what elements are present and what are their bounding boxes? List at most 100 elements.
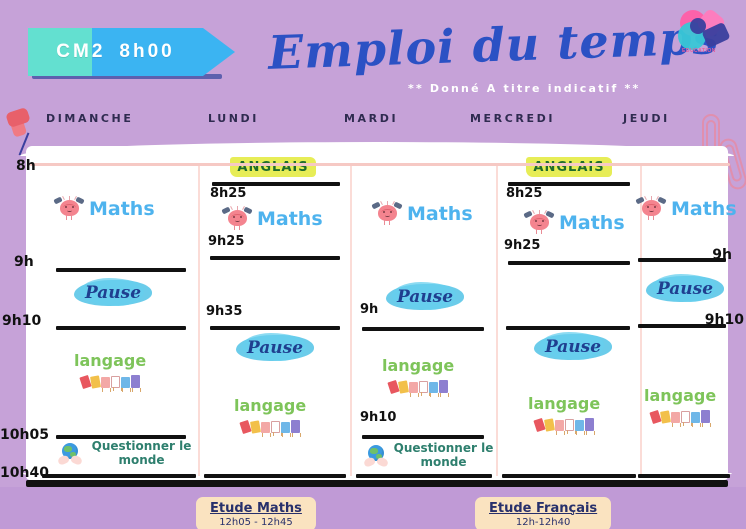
logo-shape-dot (690, 18, 706, 34)
badge-label: CM2 8h00 (28, 28, 203, 76)
day-column-lundi: 8h25 9h25 9h35 ANGLAIS Maths Pause langage (202, 146, 348, 480)
badge-segment-right (92, 28, 203, 76)
etude-title: Etude Maths (210, 500, 302, 516)
subject-label: ANGLAIS (533, 159, 605, 175)
subject-label: langage (74, 351, 147, 370)
subject-pause[interactable]: Pause (646, 274, 724, 304)
subject-label: Maths (89, 198, 155, 220)
day-header-jeudi: JEUDI (623, 112, 670, 125)
time-label-left-9h10: 9h10 (2, 313, 42, 329)
subject-label: Pause (396, 287, 454, 307)
day-header-dimanche: DIMANCHE (46, 112, 134, 125)
subject-anglais[interactable]: ANGLAIS (526, 156, 612, 178)
page-footer: Etude Maths 12h05 - 12h45 Etude Français 12… (0, 480, 746, 529)
subject-langage[interactable]: langage (382, 356, 454, 397)
day-column-dimanche: Maths Pause langage Questionner le monde (36, 146, 196, 480)
etude-hours: 12h-12h40 (515, 516, 571, 528)
etude-chip-1[interactable]: Etude Maths 12h05 - 12h45 (196, 497, 316, 529)
day-header-row: DIMANCHE LUNDI MARDI MERCREDI JEUDI (0, 112, 746, 134)
timetable-grid: Maths Pause langage Questionner le monde 8h2… (26, 146, 737, 480)
slot-divider-4 (204, 474, 346, 478)
subject-maths[interactable]: Maths (221, 205, 323, 232)
watercolor-blob-2 (80, 278, 144, 306)
subject-langage[interactable]: langage (74, 351, 147, 392)
subject-label: ANGLAIS (237, 159, 309, 175)
highlighter-stroke (230, 157, 316, 177)
badge-segment-left (28, 28, 92, 76)
column-separator-4 (640, 166, 642, 476)
time-label-9h: 9h (360, 302, 379, 317)
subject-label: Pause (656, 279, 714, 299)
slot-divider-4 (502, 474, 636, 478)
brain-dumbbell-icon (635, 195, 667, 222)
easel-books-icon (386, 375, 449, 397)
page-subtitle: ** Donné A titre indicatif ** (408, 82, 641, 95)
time-label-8h25: 8h25 (210, 186, 247, 201)
subject-label: Questionner le monde (393, 441, 494, 469)
watercolor-blob-2 (242, 333, 306, 361)
subject-maths[interactable]: Maths (523, 209, 625, 236)
time-label-left-10h40: 10h40 (0, 465, 49, 481)
slot-divider-1 (508, 182, 630, 186)
watercolor-blob-2 (652, 274, 716, 302)
brain-dumbbell-icon (53, 195, 85, 222)
easel-books-icon (238, 415, 301, 437)
subject-pause[interactable]: Pause (386, 282, 464, 312)
column-separator-3 (496, 166, 498, 476)
etude-title: Etude Français (489, 500, 598, 516)
subject-label: Maths (671, 198, 737, 220)
slot-divider-2 (56, 326, 186, 330)
footer-divider (26, 480, 728, 487)
easel-books-icon (532, 413, 595, 435)
slot-divider-2 (508, 261, 630, 265)
slot-divider-1 (56, 268, 186, 272)
subject-maths[interactable]: Maths (53, 195, 155, 222)
time-label-9h25: 9h25 (504, 238, 541, 253)
subject-pause[interactable]: Pause (74, 278, 152, 308)
page-title: Emploi du temps (267, 10, 721, 80)
slot-divider-1 (212, 182, 340, 186)
slot-divider-2 (638, 324, 726, 328)
education-logo: EDUCATION (676, 7, 738, 58)
subject-questionner-le-monde[interactable]: Questionner le monde (362, 441, 494, 470)
time-label-9h35: 9h35 (206, 304, 243, 319)
badge-class: CM2 (56, 41, 106, 62)
brain-dumbbell-icon (523, 209, 555, 236)
slot-divider-2 (210, 256, 340, 260)
subject-label: Questionner le monde (91, 439, 192, 467)
time-label-left-9h: 9h (14, 254, 34, 270)
slot-divider-2 (362, 435, 484, 439)
footer-band: Etude Maths 12h05 - 12h45 Etude Français 12… (0, 487, 746, 529)
day-column-mardi: 9h 9h10 Maths Pause langage Questionner le mo… (354, 146, 494, 480)
subject-label: langage (528, 394, 601, 413)
subject-maths[interactable]: Maths (371, 200, 473, 227)
slot-divider-4 (42, 474, 196, 478)
time-label-9h10: 9h10 (360, 410, 397, 425)
subject-maths[interactable]: Maths (635, 195, 737, 222)
day-column-mercredi: 8h25 9h25 ANGLAIS Maths Pause langage (500, 146, 638, 480)
subject-langage[interactable]: langage (234, 396, 307, 437)
time-label-left-10h05: 10h05 (0, 427, 49, 443)
easel-books-icon (648, 405, 711, 427)
badge-shadow (32, 74, 222, 79)
subject-questionner-le-monde[interactable]: Questionner le monde (56, 439, 196, 468)
etude-chip-2[interactable]: Etude Français 12h-12h40 (475, 497, 612, 529)
watercolor-blob-2 (392, 282, 456, 310)
highlighter-stroke (526, 157, 612, 177)
badge-time: 8h00 (119, 41, 175, 62)
day-header-lundi: LUNDI (208, 112, 259, 125)
subject-langage[interactable]: langage (644, 386, 716, 427)
time-label-left-8h: 8h (16, 158, 36, 174)
badge-body (28, 28, 203, 76)
subject-pause[interactable]: Pause (236, 333, 314, 363)
subject-langage[interactable]: langage (528, 394, 601, 435)
subject-pause[interactable]: Pause (534, 332, 612, 362)
etude-hours: 12h05 - 12h45 (219, 516, 293, 528)
subject-label: Maths (559, 212, 625, 234)
brain-dumbbell-icon (221, 205, 253, 232)
brain-dumbbell-icon (371, 200, 403, 227)
column-separator-1 (198, 166, 200, 476)
subject-anglais[interactable]: ANGLAIS (230, 156, 316, 178)
subject-label: langage (234, 396, 307, 415)
day-column-jeudi: Maths Pause langage (635, 146, 737, 480)
